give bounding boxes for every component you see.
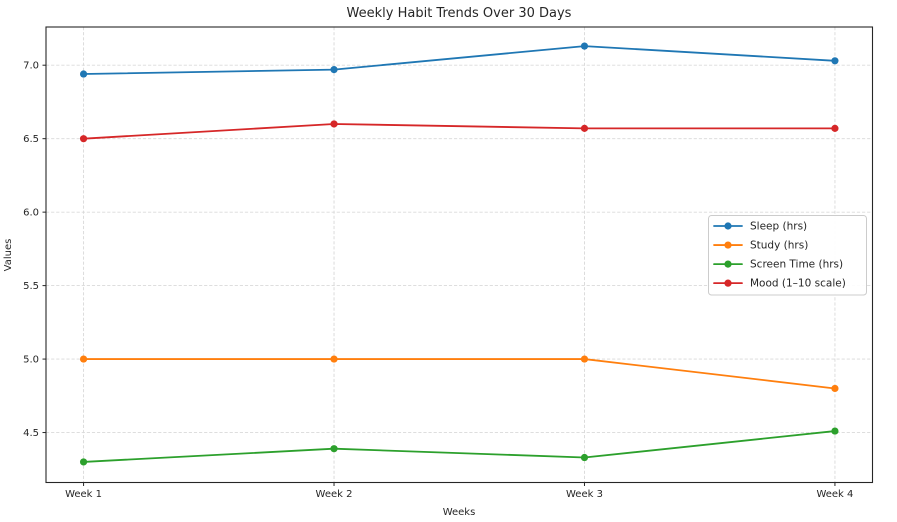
series-study-hrs [79, 355, 839, 393]
y-tick-label: 4.5 [23, 428, 39, 439]
x-tick-label: Week 1 [65, 489, 102, 500]
data-point [831, 124, 839, 132]
data-point [330, 355, 338, 363]
plot-border [45, 26, 874, 484]
data-point [831, 57, 839, 65]
legend-label: Sleep (hrs) [750, 221, 807, 233]
data-point [330, 66, 338, 74]
legend-entry: Sleep (hrs) [713, 221, 807, 233]
data-series [79, 42, 839, 466]
data-point [330, 445, 338, 453]
legend-entry: Study (hrs) [713, 240, 808, 252]
legend: Sleep (hrs) Study (hrs) Screen Time (hrs) M… [708, 215, 867, 296]
y-tick-label: 6.5 [23, 134, 39, 145]
y-tick-label: 5.0 [23, 355, 39, 366]
axis-ticks: 4.5 5.0 5.5 6.0 6.5 7.0 Week 1 Week 2 Week 3 Week… [23, 61, 853, 500]
data-point [79, 70, 88, 78]
data-point [580, 124, 589, 132]
series-line [82, 430, 836, 463]
data-point [79, 458, 88, 466]
series-mood-1-10-scale [79, 120, 839, 143]
series-line [82, 123, 836, 140]
legend-entry: Screen Time (hrs) [713, 259, 843, 271]
series-line [82, 45, 836, 75]
data-point [580, 453, 589, 462]
chart-title: Weekly Habit Trends Over 30 Days [347, 6, 572, 21]
series-sleep-hrs [79, 42, 839, 78]
data-point [580, 42, 589, 50]
legend-marker [724, 279, 732, 287]
y-tick-label: 7.0 [23, 61, 39, 72]
data-point [831, 427, 839, 435]
x-tick-label: Week 3 [566, 489, 603, 500]
y-axis-label: Values [3, 239, 14, 272]
legend-label: Screen Time (hrs) [750, 259, 843, 271]
x-tick-label: Week 4 [816, 489, 853, 500]
data-point [580, 355, 589, 363]
legend-marker [724, 222, 732, 230]
data-point [79, 355, 88, 363]
data-point [79, 135, 88, 143]
legend-label: Mood (1–10 scale) [750, 278, 846, 290]
legend-label: Study (hrs) [750, 240, 808, 252]
series-line [82, 358, 836, 390]
legend-marker [724, 241, 732, 249]
legend-marker [724, 260, 732, 268]
data-point [831, 384, 839, 393]
legend-frame [708, 215, 867, 296]
y-tick-label: 6.0 [23, 208, 39, 219]
data-point [330, 120, 338, 128]
series-screen-time-hrs [79, 427, 839, 466]
y-tick-label: 5.5 [23, 281, 39, 292]
legend-entry: Mood (1–10 scale) [713, 278, 846, 290]
x-axis-label: Weeks [443, 507, 476, 518]
x-tick-label: Week 2 [316, 489, 353, 500]
